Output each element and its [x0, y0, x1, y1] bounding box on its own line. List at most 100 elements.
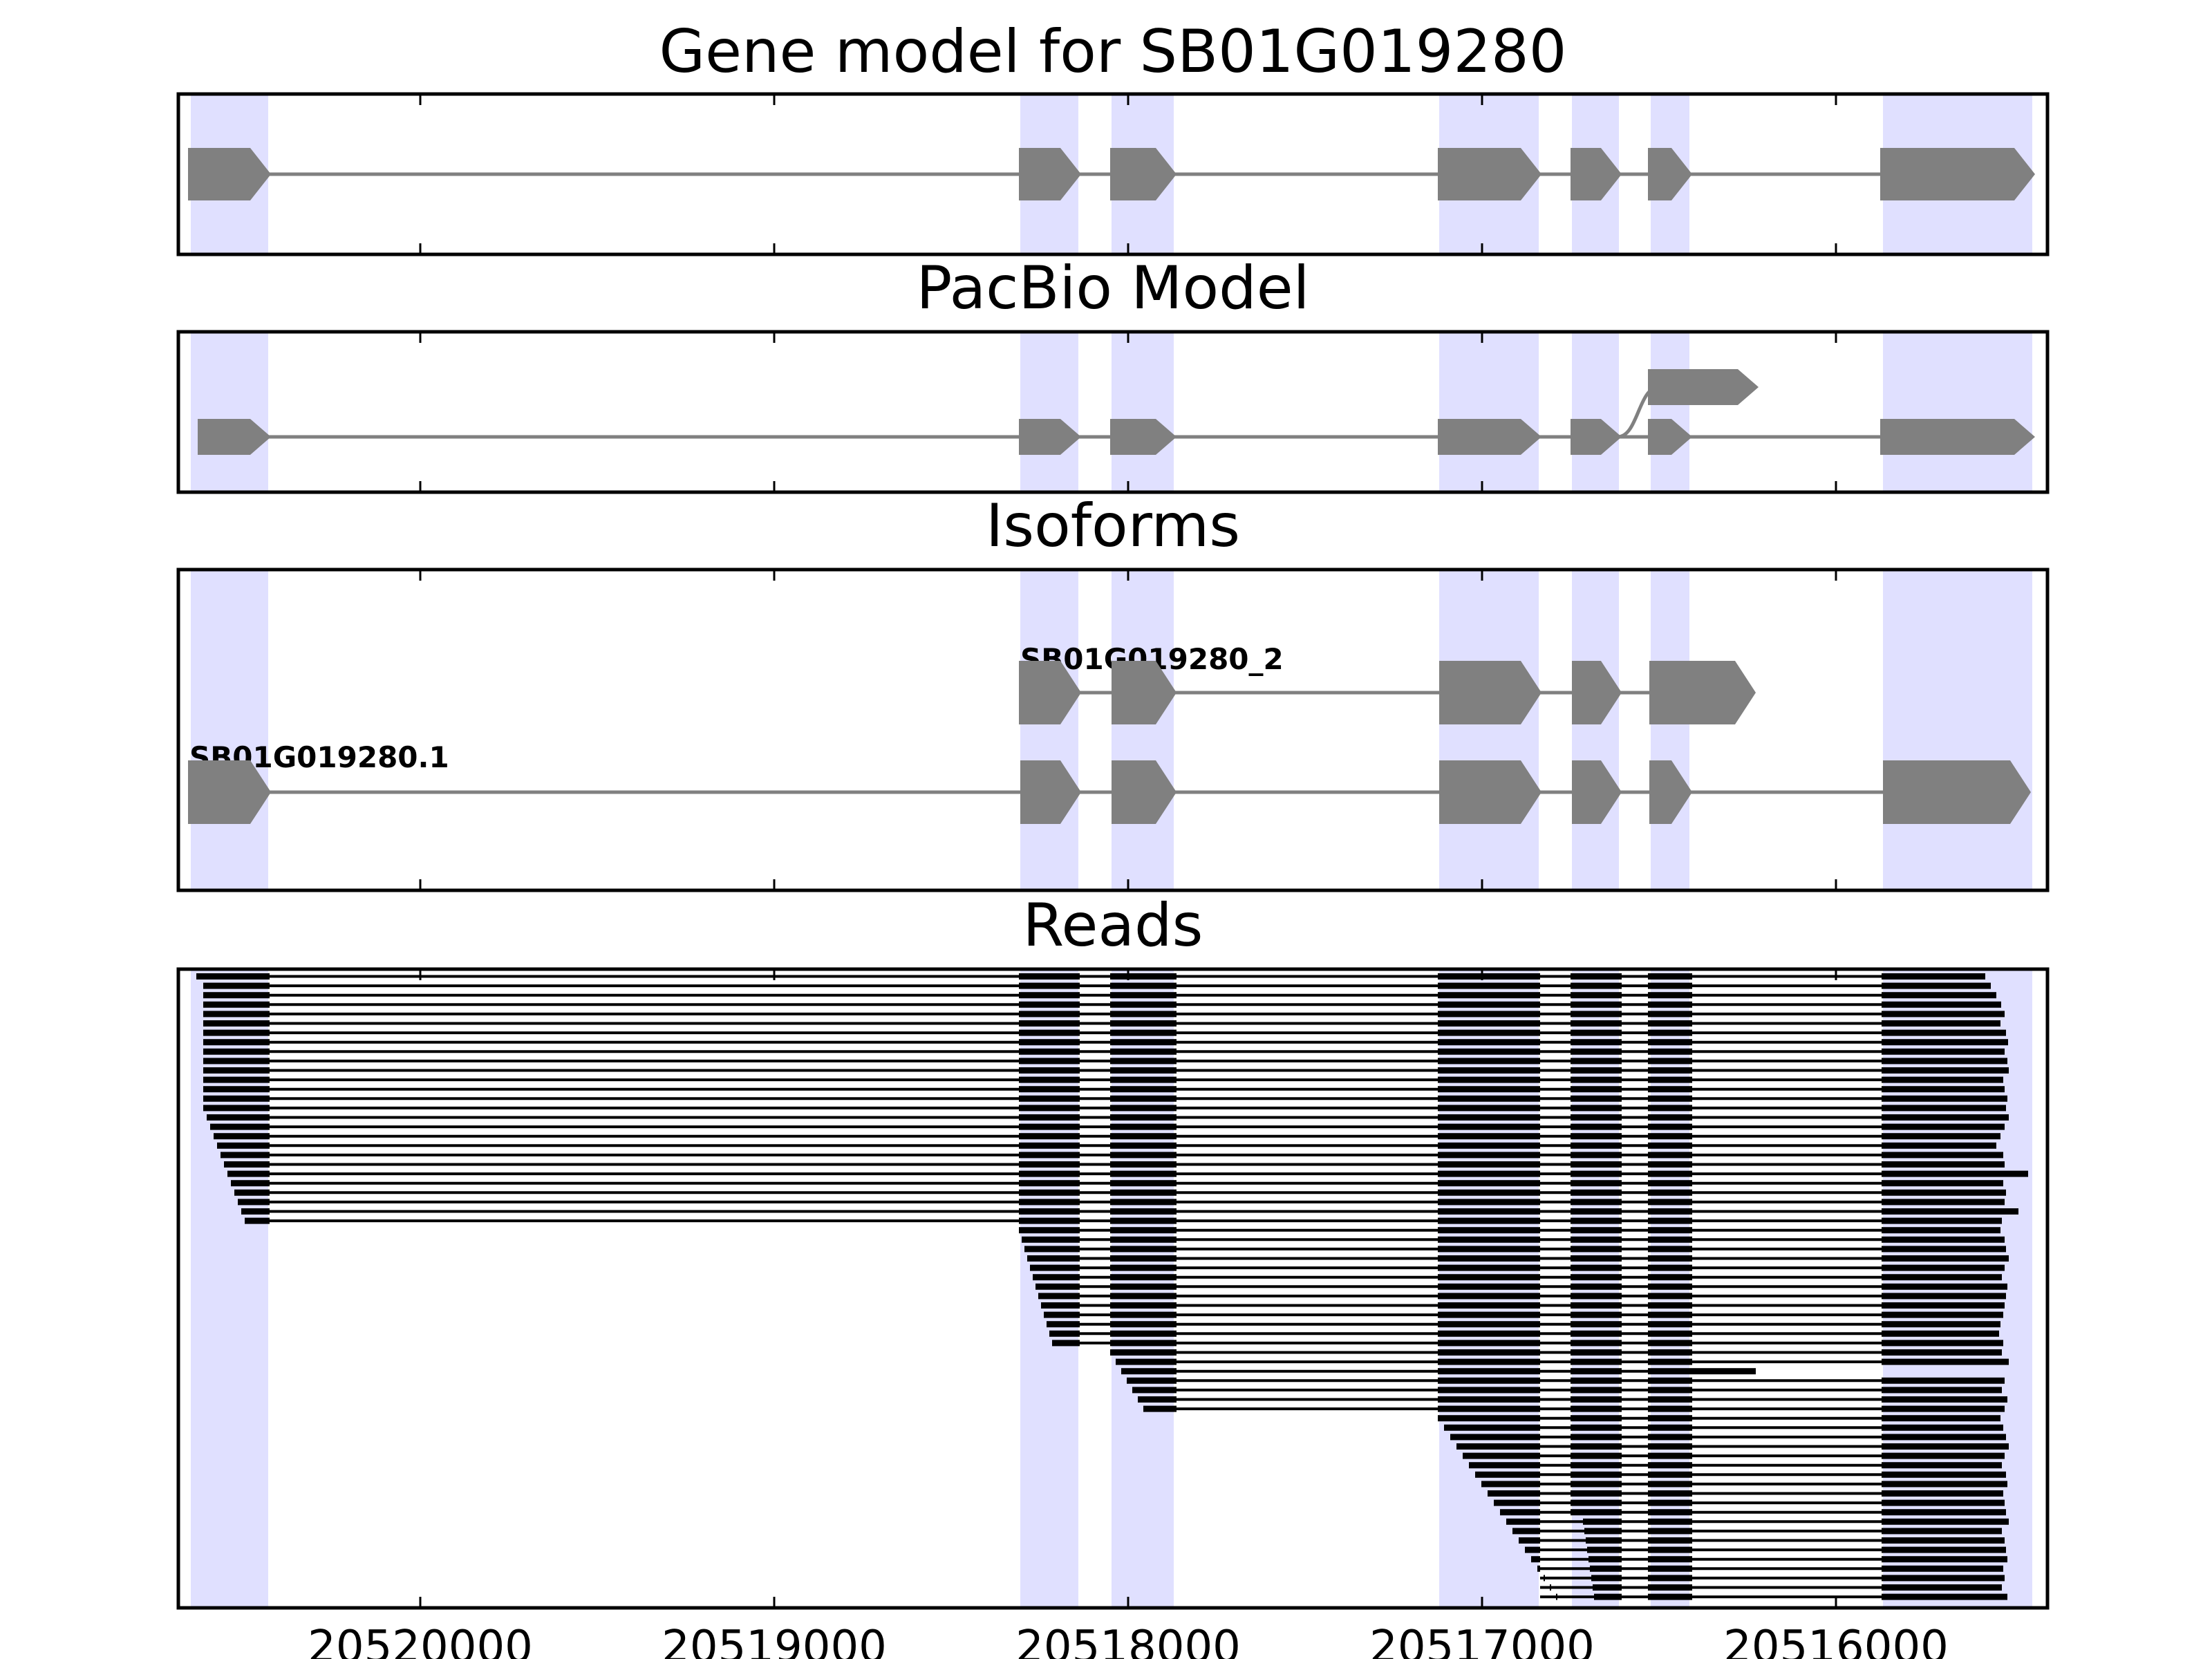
exon: [1439, 760, 1541, 824]
read-segment: [1438, 1152, 1540, 1159]
read-segment: [1571, 1481, 1622, 1488]
exon: [1571, 148, 1622, 200]
read-segment: [1019, 1039, 1080, 1046]
read-segment: [1882, 1114, 2009, 1121]
read-segment: [1571, 1180, 1622, 1187]
read-segment: [1571, 1020, 1622, 1027]
read-segment: [1571, 1105, 1622, 1112]
read-segment: [1019, 1067, 1080, 1074]
read-segment: [1648, 1001, 1692, 1008]
read-segment: [1438, 1105, 1540, 1112]
read-segment: [1648, 1189, 1692, 1196]
read-segment: [1882, 1321, 2000, 1328]
read-segment: [1571, 1170, 1622, 1177]
read-segment: [1882, 1584, 2002, 1591]
read-segment: [1438, 1114, 1540, 1121]
read-segment: [1438, 1208, 1540, 1215]
x-ticks: [419, 570, 1837, 890]
read-segment: [1882, 1443, 2009, 1450]
read-segment: [1571, 982, 1622, 989]
read-segment: [1525, 1546, 1540, 1553]
read-segment: [1584, 1528, 1622, 1535]
read-segment: [1571, 1123, 1622, 1130]
read-segment: [1110, 1227, 1177, 1234]
read-segment: [1022, 1236, 1080, 1243]
read-segment: [1019, 1011, 1080, 1018]
read-segment: [1438, 1011, 1540, 1018]
read-segment: [1588, 1556, 1622, 1563]
read-segment: [1047, 1321, 1080, 1328]
read-segment: [1882, 1481, 2007, 1488]
read-segment: [1019, 1227, 1080, 1234]
read-segment: [203, 1076, 270, 1083]
read-segment: [1110, 1255, 1177, 1262]
read-segment: [1648, 1490, 1692, 1497]
x-axis-labels: 20520000 20519000 20518000 20517000 2051…: [308, 1622, 1949, 1659]
read-segment: [1571, 1199, 1622, 1206]
read-segment: [1571, 1246, 1622, 1253]
read-segment: [1648, 973, 1692, 980]
read-segment: [1648, 1048, 1692, 1055]
read-segment: [1033, 1274, 1080, 1281]
exon-highlight: [1020, 570, 1078, 890]
read-segment: [1019, 1217, 1080, 1224]
read-segment: [1038, 1293, 1080, 1300]
read-segment: [1110, 1076, 1177, 1083]
read-segment: [1882, 1123, 2005, 1130]
read-segment: [1438, 1067, 1540, 1074]
read-segment: [1882, 1076, 2003, 1083]
read-segment: [1648, 1528, 1692, 1535]
read-segment: [1571, 1321, 1622, 1328]
read-segment: [1648, 1424, 1692, 1431]
read-segment: [1882, 1067, 2009, 1074]
read-segment: [1110, 1114, 1177, 1121]
read-segment: [1882, 1199, 2005, 1206]
read-segment: [1882, 1029, 2006, 1036]
read-segment: [210, 1123, 270, 1130]
read-segment: [1571, 1462, 1622, 1469]
read-segment: [1882, 1471, 2006, 1478]
panel-gene-model: [176, 92, 2050, 256]
read-segment: [203, 992, 270, 999]
read-segment: [1882, 1142, 1996, 1149]
read-segment: [1110, 992, 1177, 999]
exon: [1649, 760, 1692, 824]
read-segment: [1882, 1011, 2005, 1018]
read-segment: [1882, 1330, 1999, 1337]
read-segment: [1648, 1509, 1692, 1516]
read-segment: [1019, 973, 1080, 980]
read-segment: [1648, 1443, 1692, 1450]
read-segment: [214, 1133, 270, 1140]
read-segment: [1648, 1217, 1692, 1224]
panel-title-gene-model: Gene model for SB01G019280: [659, 17, 1567, 86]
read-segment: [1438, 1368, 1540, 1375]
read-segment: [203, 1086, 270, 1093]
read-segment: [1882, 1170, 2028, 1177]
read-segment: [1882, 1452, 2005, 1459]
read-segment: [1438, 1387, 1540, 1394]
read-segment: [1882, 1274, 2002, 1281]
read-segment: [224, 1161, 270, 1168]
read-segment: [1648, 1546, 1692, 1553]
exon: [1112, 760, 1177, 824]
read-segment: [1121, 1368, 1177, 1375]
read-segment: [1648, 1170, 1692, 1177]
read-segment: [231, 1180, 270, 1187]
read-segment: [1571, 1283, 1622, 1290]
read-segment: [1019, 1208, 1080, 1215]
read-segment: [1648, 1133, 1692, 1140]
read-segment: [1438, 992, 1540, 999]
read-segment: [1571, 1509, 1622, 1516]
read-segment: [1648, 1114, 1692, 1121]
read-segment: [1882, 1518, 2009, 1525]
read-segment: [1110, 1302, 1177, 1309]
read-segment: [1571, 1255, 1622, 1262]
read-segment: [1882, 982, 1991, 989]
read-segment: [1571, 1048, 1622, 1055]
read-segment: [1571, 1387, 1622, 1394]
read-segment: [1882, 1349, 2002, 1356]
read-segment: [1882, 1358, 2009, 1365]
read-segment: [1110, 1095, 1177, 1102]
read-segment: [1593, 1584, 1622, 1591]
read-segment: [1110, 1058, 1177, 1065]
